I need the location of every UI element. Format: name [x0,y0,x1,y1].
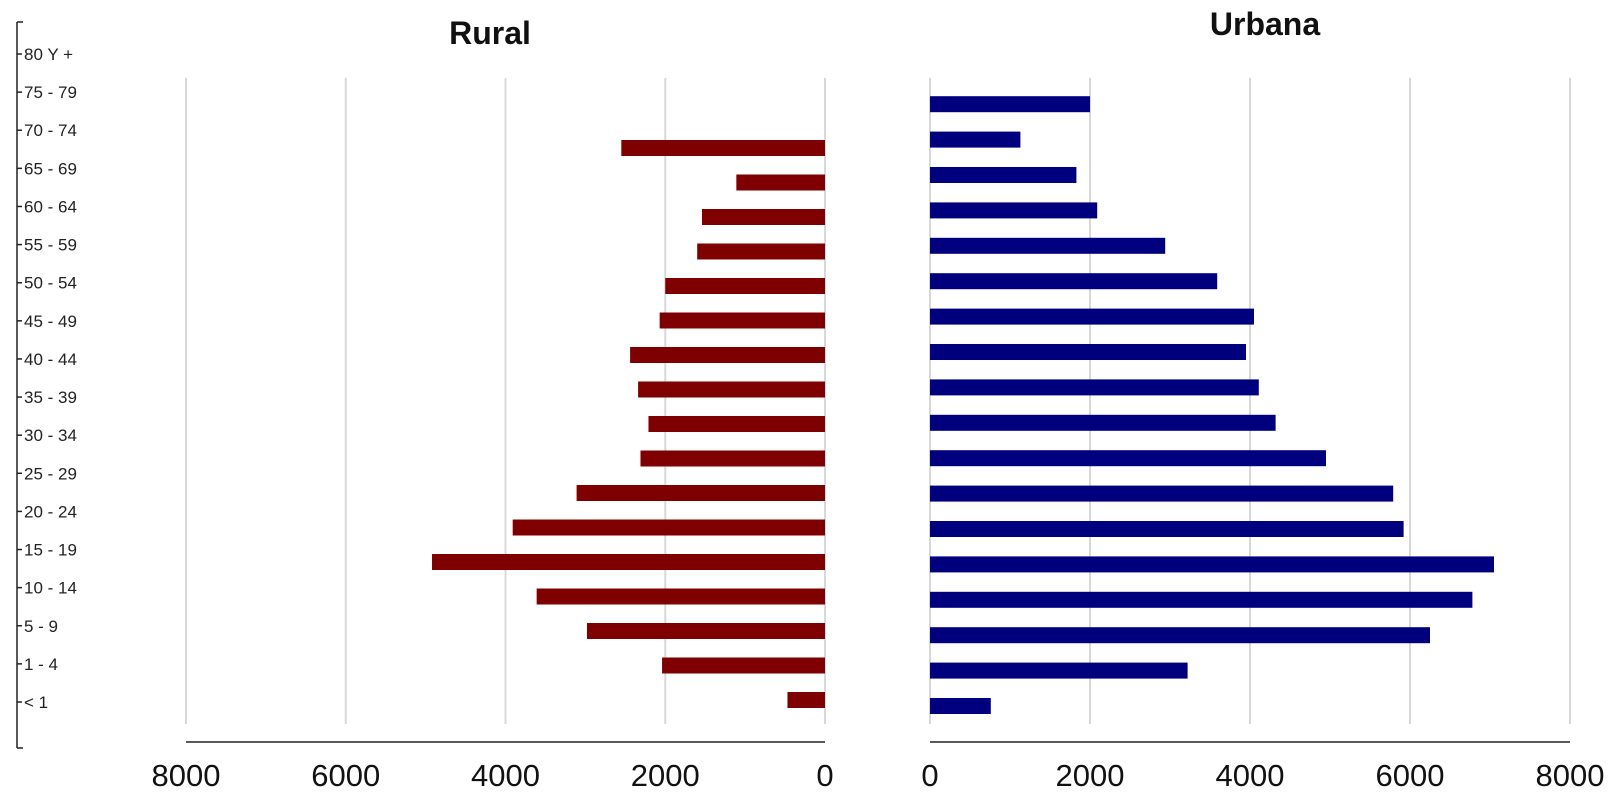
age-group-label: 50 - 54 [24,274,77,293]
urbana-bar [930,521,1404,537]
age-group-label: 15 - 19 [24,541,77,560]
age-group-label: 70 - 74 [24,121,77,140]
rural-bar [630,347,825,363]
rural-bar [697,243,825,260]
urbana-bar [930,308,1254,325]
rural-bar [640,450,825,467]
rural-tick-label: 6000 [311,758,380,793]
rural-bar [512,519,825,536]
rural-title: Rural [449,15,531,51]
rural-bar [787,692,825,708]
urbana-tick-label: 4000 [1216,758,1285,793]
rural-bar [659,312,825,329]
urbana-bar [930,167,1077,183]
age-group-label: 40 - 44 [24,350,77,369]
age-group-label: < 1 [24,693,48,712]
rural-bar [736,174,825,191]
urbana-title: Urbana [1210,6,1320,42]
age-group-label: 55 - 59 [24,236,77,255]
urbana-bar [930,662,1188,679]
age-group-label: 30 - 34 [24,426,77,445]
urbana-bar [930,344,1246,360]
rural-tick-label: 0 [816,758,833,793]
age-group-label: 60 - 64 [24,197,77,216]
urbana-bar [930,591,1473,608]
rural-tick-label: 2000 [631,758,700,793]
rural-bar [648,416,825,432]
urbana-bar [930,273,1218,290]
urbana-bar [930,627,1430,644]
urbana-bar [930,556,1494,573]
rural-bar [586,623,825,639]
age-group-label: 1 - 4 [24,655,58,674]
urbana-tick-label: 8000 [1536,758,1605,793]
rural-bar [576,485,825,501]
age-group-label: 65 - 69 [24,159,77,178]
urbana-tick-label: 6000 [1376,758,1445,793]
urbana-bar [930,414,1276,431]
urbana-bar [930,698,991,714]
rural-bar [638,381,825,398]
age-group-label: 20 - 24 [24,502,77,521]
axis-layer [16,21,1570,749]
urbana-bar [930,237,1166,254]
urbana-tick-label: 0 [921,758,938,793]
rural-bar [536,588,825,605]
rural-bar [662,657,825,674]
urbana-bar [930,379,1259,396]
age-group-label: 35 - 39 [24,388,77,407]
rural-tick-label: 4000 [471,758,540,793]
rural-bar [665,278,825,294]
age-group-label: 10 - 14 [24,579,77,598]
age-group-label: 45 - 49 [24,312,77,331]
grid-layer [185,78,1571,724]
rural-bar [432,554,825,570]
urbana-bar [930,96,1090,113]
age-group-label: 25 - 29 [24,464,77,483]
age-group-label: 5 - 9 [24,617,58,636]
urbana-bar [930,131,1021,148]
age-group-label: 75 - 79 [24,83,77,102]
rural-bar [701,209,825,225]
urbana-bar [930,485,1394,502]
bars-layer [432,96,1494,714]
label-layer: Rural Urbana 8000 6000 4000 2000 0 0 2000 4000 6… [24,6,1604,793]
urbana-bar [930,450,1326,467]
urbana-bar [930,202,1098,219]
rural-bar [621,140,825,156]
age-group-label: 80 Y + [24,45,73,64]
rural-tick-label: 8000 [152,758,221,793]
urbana-tick-label: 2000 [1056,758,1125,793]
